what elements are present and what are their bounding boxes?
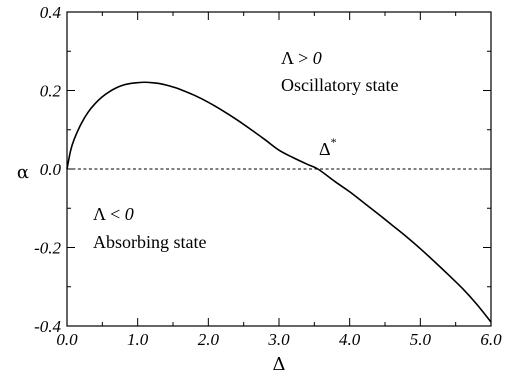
- x-tick-label: 2.0: [198, 330, 220, 349]
- oscillatory-value: 0: [313, 48, 322, 68]
- y-axis-label: α: [17, 162, 29, 183]
- x-tick-label: 0.0: [56, 330, 78, 349]
- absorbing-value: 0: [125, 204, 134, 224]
- absorbing-lambda: Λ: [93, 204, 106, 224]
- x-tick-label: 6.0: [480, 330, 502, 349]
- y-tick-label: 0.4: [40, 3, 62, 22]
- x-tick-label: 1.0: [127, 330, 149, 349]
- absorbing-relation: <: [106, 204, 125, 224]
- oscillatory-relation: >: [294, 48, 313, 68]
- delta-star-superscript: *: [331, 135, 337, 149]
- x-tick-labels: 0.0 1.0 2.0 3.0 4.0 5.0 6.0: [56, 330, 502, 349]
- y-tick-label: 0.0: [40, 160, 62, 179]
- y-tick-labels: -0.4 -0.2 0.0 0.2 0.4: [34, 3, 61, 336]
- x-axis-label: Δ: [273, 354, 286, 375]
- absorbing-condition: Λ < 0: [93, 204, 134, 224]
- oscillatory-lambda: Λ: [281, 48, 294, 68]
- delta-star-label: Δ*: [319, 135, 337, 159]
- x-tick-label: 3.0: [267, 330, 290, 349]
- x-tick-label: 5.0: [410, 330, 432, 349]
- oscillatory-condition: Λ > 0: [281, 48, 322, 68]
- x-tick-label: 4.0: [339, 330, 361, 349]
- y-tick-label: -0.4: [34, 317, 61, 336]
- delta-star-symbol: Δ: [319, 139, 331, 159]
- series-group: [66, 81, 492, 323]
- y-tick-label: 0.2: [40, 82, 62, 101]
- oscillatory-state-label: Oscillatory state: [281, 75, 398, 95]
- alpha-curve: [66, 81, 492, 323]
- absorbing-state-label: Absorbing state: [93, 232, 206, 252]
- y-tick-label: -0.2: [34, 239, 61, 258]
- axis-ticks: [66, 11, 492, 327]
